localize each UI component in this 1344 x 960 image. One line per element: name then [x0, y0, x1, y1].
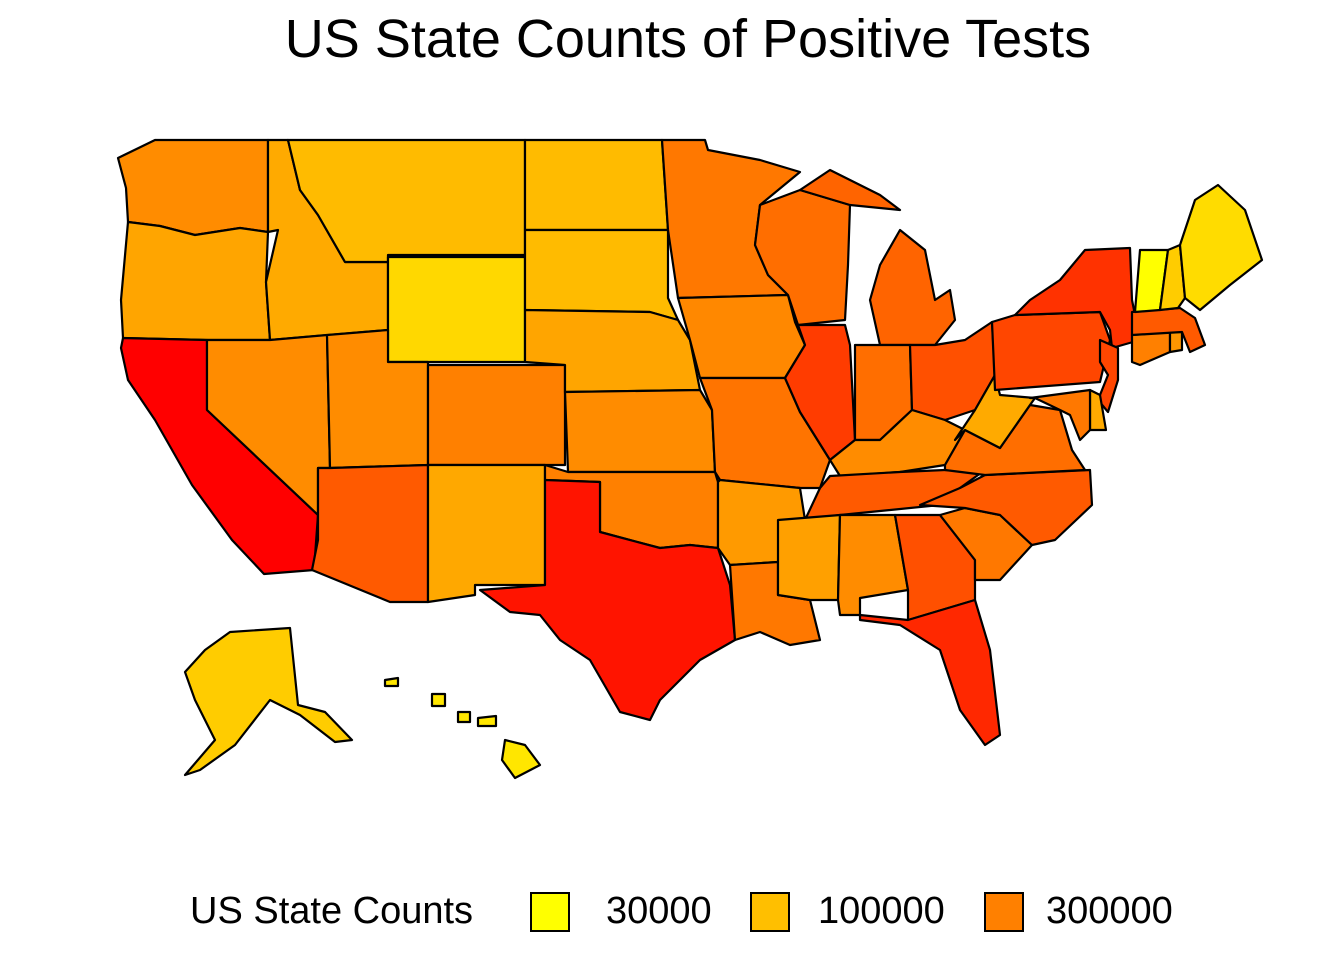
state-maryland	[1028, 388, 1092, 442]
state-hawaii	[383, 676, 542, 780]
state-mississippi	[776, 513, 842, 602]
state-washington	[116, 138, 270, 237]
state-new-york	[1013, 246, 1142, 350]
legend-title: US State Counts	[190, 890, 474, 932]
state-maine	[1178, 183, 1264, 312]
state-kansas	[563, 388, 717, 474]
state-florida	[858, 598, 1002, 747]
state-alaska	[183, 626, 354, 777]
state-connecticut	[1130, 330, 1172, 367]
legend-swatch-100000	[750, 892, 790, 932]
state-oregon	[119, 220, 272, 342]
legend-label-100000: 100000	[818, 890, 945, 932]
legend-swatch-30000	[530, 892, 570, 932]
states-layer	[116, 138, 1264, 780]
state-michigan	[798, 168, 957, 347]
state-north-dakota	[523, 138, 670, 232]
state-pennsylvania	[990, 310, 1112, 392]
state-new-mexico	[426, 463, 547, 604]
legend-label-300000: 300000	[1046, 890, 1173, 932]
state-arizona	[310, 463, 430, 604]
state-wyoming	[386, 255, 527, 364]
state-north-carolina	[918, 468, 1094, 547]
state-rhode-island	[1168, 330, 1184, 354]
state-new-hampshire	[1158, 243, 1187, 312]
state-texas	[478, 478, 737, 722]
legend: US State Counts 30000 100000 300000	[0, 880, 1344, 940]
state-wisconsin	[753, 188, 852, 327]
legend-swatch-300000	[984, 892, 1024, 932]
legend-label-30000: 30000	[606, 890, 712, 932]
state-south-dakota	[523, 228, 680, 322]
state-colorado	[426, 363, 567, 467]
us-map	[116, 138, 1264, 780]
state-iowa	[676, 293, 807, 380]
map-title: US State Counts of Positive Tests	[284, 9, 1092, 69]
state-massachusetts	[1130, 306, 1207, 354]
